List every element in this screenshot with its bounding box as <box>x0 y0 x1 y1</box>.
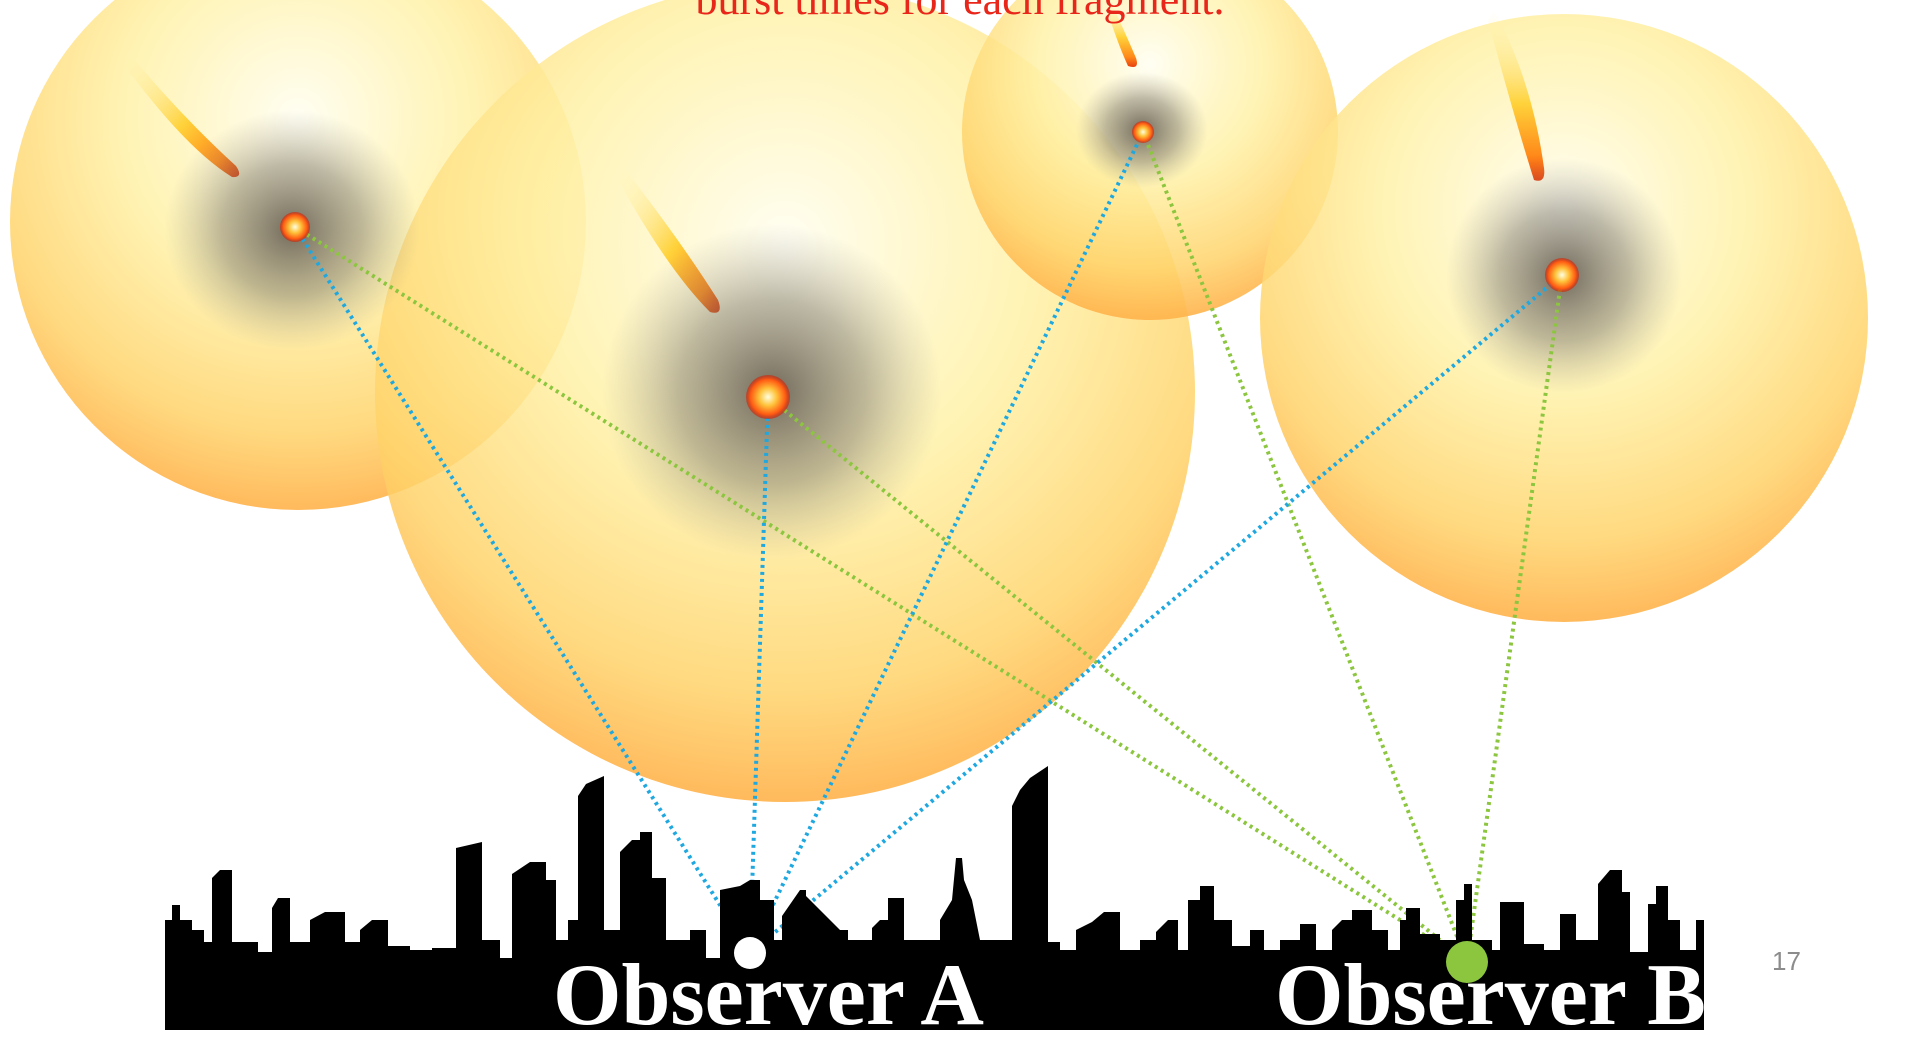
observer-a-label: Observer A <box>553 947 984 1044</box>
meteor-tail-4 <box>1488 10 1545 181</box>
observer-b-label: Observer B <box>1275 947 1706 1044</box>
sight-lines <box>293 131 1564 964</box>
sight-line-a-4 <box>748 273 1564 955</box>
fragment-2-icon <box>746 375 790 419</box>
city-skyline <box>165 766 1704 1030</box>
observer-b-dot <box>1446 941 1488 983</box>
sight-line-b-2 <box>766 395 1469 964</box>
sight-line-a-3 <box>748 131 1145 954</box>
fragment-3-icon <box>1132 121 1154 143</box>
sight-line-b-3 <box>1141 131 1469 963</box>
slide-number: 17 <box>1772 946 1801 976</box>
sight-line-a-1 <box>293 225 752 955</box>
slide-caption: burst times for each fragment. <box>0 0 1920 25</box>
fragment-4-icon <box>1545 258 1579 292</box>
fragment-1-icon <box>280 212 310 242</box>
meteor-tail-3 <box>1104 0 1137 67</box>
sight-line-a-2 <box>748 396 770 954</box>
observer-a-dot <box>734 937 766 969</box>
